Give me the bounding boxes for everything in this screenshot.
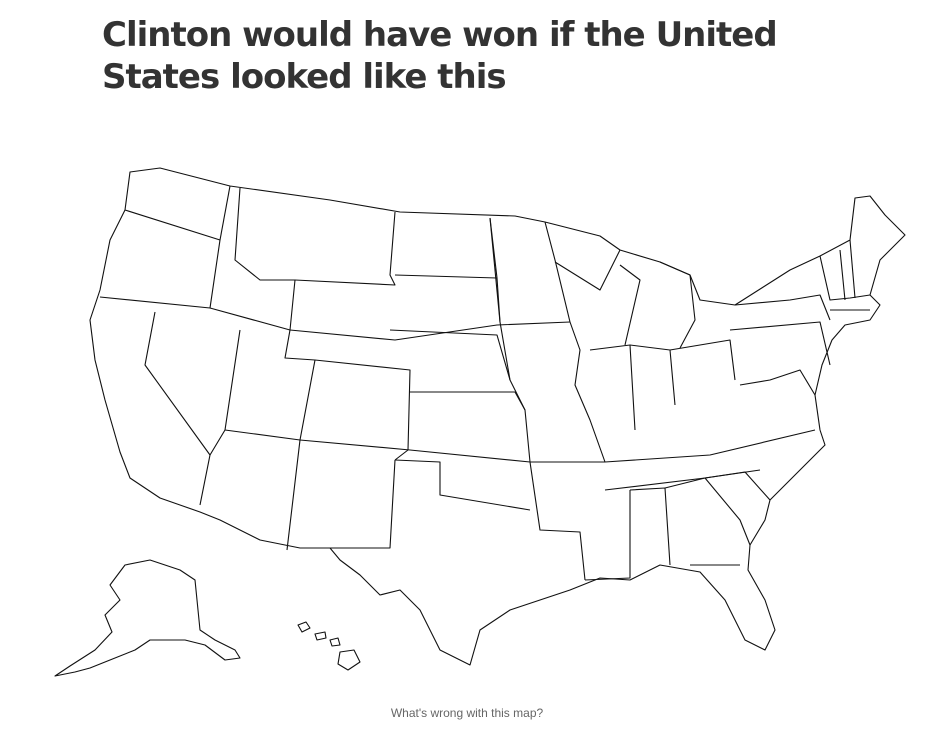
contiguous-us-outline bbox=[89, 167, 906, 666]
hawaii-islands bbox=[297, 621, 361, 671]
state-borders bbox=[99, 185, 871, 581]
map-caption: What's wrong with this map? bbox=[390, 706, 544, 720]
us-states-map bbox=[54, 167, 906, 677]
headline: Clinton would have won if the United Sta… bbox=[102, 15, 778, 97]
alaska-outline bbox=[54, 559, 241, 677]
